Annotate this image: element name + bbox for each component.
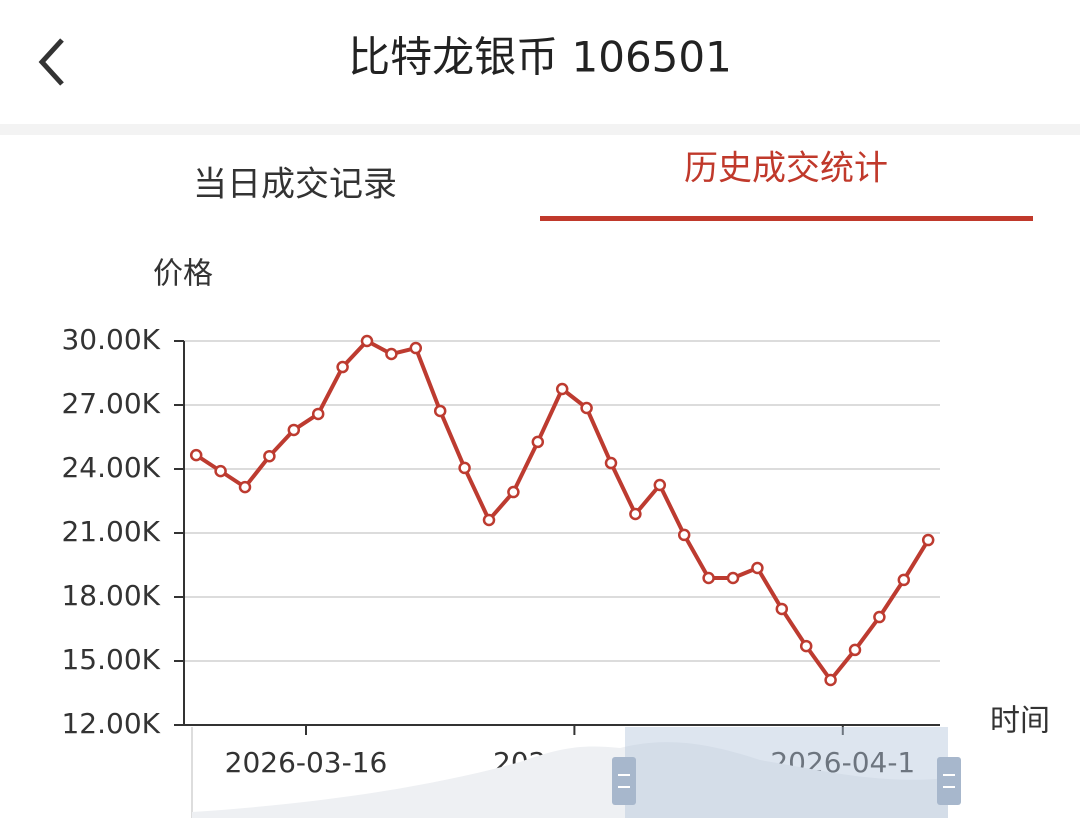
data-point — [555, 382, 569, 396]
data-point — [507, 485, 520, 499]
y-tick-label: 12.00K — [61, 707, 160, 740]
data-point — [263, 449, 276, 463]
data-point — [873, 610, 886, 624]
y-tick-label: 15.00K — [61, 643, 160, 676]
y-tick-label: 18.00K — [61, 579, 160, 612]
y-tick-label: 30.00K — [61, 323, 160, 356]
data-point — [580, 401, 593, 415]
data-point — [629, 507, 642, 521]
data-point — [897, 573, 911, 587]
plot: 12.00K 15.00K 18.00K 21.00K 24.00K 27.00K 30.0… — [61, 323, 940, 779]
data-point — [458, 461, 471, 475]
data-point — [921, 533, 935, 547]
tab[interactable]: 当日成交记录 — [193, 165, 397, 205]
data-point — [799, 639, 813, 653]
x-axis-label: 时间 — [990, 704, 1050, 739]
y-tick-label: 24.00K — [61, 451, 160, 484]
zoom-preview — [192, 742, 948, 818]
data-point — [238, 480, 252, 494]
data-point — [775, 602, 789, 616]
data-zoom[interactable] — [191, 727, 961, 818]
data-point — [824, 673, 837, 687]
separator — [0, 124, 1080, 135]
y-tick-label: 21.00K — [61, 515, 160, 548]
data-point — [702, 571, 715, 585]
y-tick-label: 27.00K — [61, 387, 160, 420]
data-point — [433, 404, 447, 418]
data-point — [482, 513, 496, 527]
back-button[interactable] — [38, 38, 64, 86]
zoom-selection — [625, 727, 948, 818]
data-point — [385, 347, 398, 361]
data-point — [409, 341, 423, 355]
zoom-handle[interactable] — [612, 757, 636, 805]
data-point — [189, 448, 203, 462]
y-axis-label: 价格 — [153, 257, 213, 292]
tab-underline — [540, 216, 1033, 221]
tab-active[interactable]: 历史成交统计 — [684, 149, 888, 189]
data-point — [677, 528, 691, 542]
data-point — [336, 360, 349, 374]
data-point — [751, 561, 764, 575]
data-point — [531, 435, 545, 449]
data-point — [604, 456, 618, 470]
data-point — [287, 423, 301, 437]
data-point — [214, 464, 227, 478]
data-point — [726, 571, 740, 585]
zoom-handle[interactable] — [937, 757, 961, 805]
page-title: 比特龙银币 106501 — [348, 33, 732, 82]
data-point — [311, 407, 325, 421]
data-point — [653, 478, 667, 492]
data-point — [848, 643, 862, 657]
x-tick-label: 2026-03-16 — [225, 746, 388, 779]
data-point — [360, 334, 374, 348]
